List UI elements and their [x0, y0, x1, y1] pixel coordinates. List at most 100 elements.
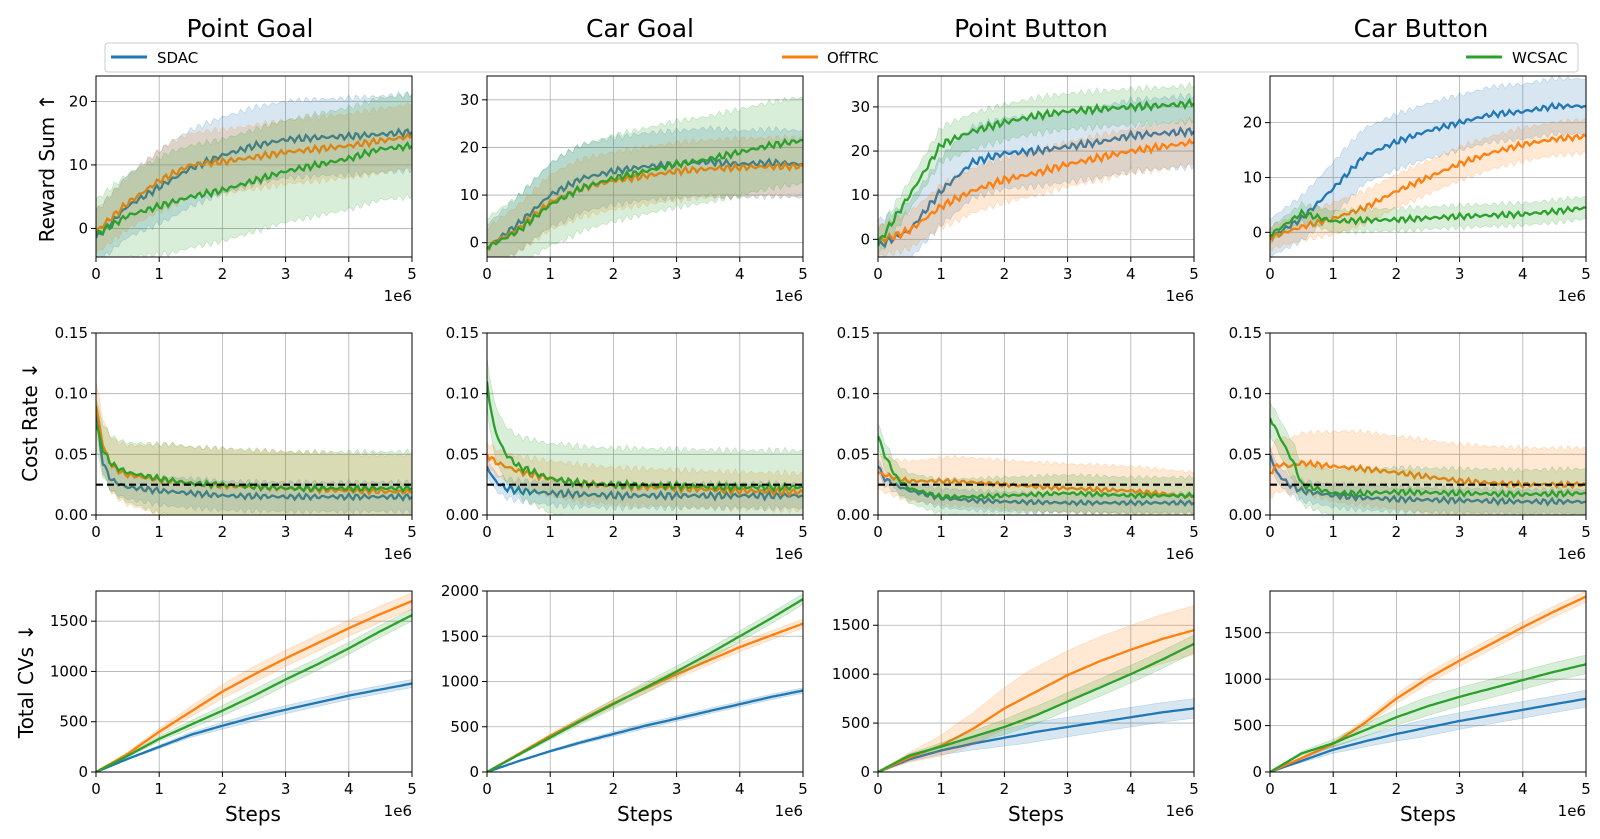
band-offtrc [487, 441, 803, 515]
axes-frame [486, 75, 804, 258]
x-tick-label: 4 [735, 265, 745, 283]
line-offtrc [487, 453, 803, 498]
y-tick-label: 1500 [1224, 624, 1262, 642]
y-tick-label: 500 [841, 714, 870, 732]
x-tick-label: 1 [936, 780, 946, 798]
x-tick-label: 1 [545, 780, 555, 798]
line-sdac [487, 689, 803, 772]
x-axis-label: Steps [1008, 802, 1064, 826]
line-offtrc [1270, 132, 1586, 242]
plot-area [487, 593, 803, 772]
x-tick-label: 1 [545, 523, 555, 541]
x-tick-label: 2 [1000, 780, 1010, 798]
band-sdac [96, 401, 412, 515]
x-tick-label: 5 [407, 780, 417, 798]
y-tick-label: 10 [851, 186, 870, 204]
y-tick-label: 500 [59, 713, 88, 731]
band-offtrc [878, 117, 1194, 257]
line-sdac [878, 707, 1194, 772]
x-tick-label: 0 [873, 265, 883, 283]
band-wcsac [878, 634, 1194, 772]
y-tick-label: 0.15 [446, 324, 479, 342]
x-tick-label: 1 [936, 523, 946, 541]
axes-frame [877, 590, 1195, 773]
x-tick-label: 0 [91, 523, 101, 541]
column-title: Car Goal [586, 14, 694, 43]
axes-frame [95, 590, 413, 773]
y-tick-label: 0 [860, 763, 870, 781]
y-tick-label: 0.10 [446, 385, 479, 403]
x-tick-label: 0 [91, 780, 101, 798]
x-tick-label: 4 [1518, 265, 1528, 283]
plot-area [878, 423, 1194, 515]
line-sdac [1270, 101, 1586, 239]
y-tick-label: 1500 [832, 616, 870, 634]
axes-frame [877, 332, 1195, 516]
line-sdac [878, 465, 1194, 508]
panel-1-2: 0 1 2 3 4 5 1e6 0.00 0.05 0.10 0.15 [837, 324, 1199, 563]
x-tick-label: 5 [1581, 780, 1591, 798]
line-wcsac [878, 97, 1194, 245]
y-tick-label: 0 [469, 234, 479, 252]
y-tick-label: 10 [460, 186, 479, 204]
x-tick-label: 2 [218, 780, 228, 798]
panel-0-3: 0 1 2 3 4 5 1e6 0 10 20 [1243, 75, 1591, 305]
row-ylabel: Total CVs ↓ [14, 624, 38, 739]
column-title: Car Button [1354, 14, 1489, 43]
x-tick-label: 3 [1455, 780, 1465, 798]
x-tick-label: 0 [873, 780, 883, 798]
x-multiplier-label: 1e6 [1166, 545, 1194, 563]
x-multiplier-label: 1e6 [775, 802, 803, 820]
legend-label-wcsac: WCSAC [1512, 49, 1568, 67]
y-tick-label: 0.00 [1229, 506, 1262, 524]
x-tick-label: 5 [1189, 265, 1199, 283]
axes-frame [486, 332, 804, 516]
band-offtrc [487, 618, 803, 772]
x-tick-label: 2 [1392, 523, 1402, 541]
x-axis-label: Steps [1400, 802, 1456, 826]
x-tick-label: 0 [482, 265, 492, 283]
axes-frame [95, 332, 413, 516]
y-tick-label: 0 [860, 230, 870, 248]
x-tick-label: 2 [609, 780, 619, 798]
x-tick-label: 1 [154, 265, 164, 283]
x-tick-label: 4 [1518, 780, 1528, 798]
plot-area [487, 96, 803, 257]
y-tick-label: 0.05 [55, 445, 88, 463]
column-title: Point Goal [187, 14, 314, 43]
x-tick-label: 0 [873, 523, 883, 541]
row-ylabel: Reward Sum ↑ [35, 94, 59, 243]
plot-area [878, 81, 1194, 257]
x-tick-label: 5 [407, 523, 417, 541]
y-tick-label: 20 [1243, 114, 1262, 132]
x-multiplier-label: 1e6 [384, 545, 412, 563]
row-labels: Reward Sum ↑ Cost Rate ↓ Total CVs ↓ [14, 94, 59, 740]
plot-area [878, 605, 1194, 772]
x-multiplier-label: 1e6 [384, 802, 412, 820]
plot-area [1270, 401, 1586, 515]
x-tick-label: 3 [1455, 265, 1465, 283]
x-tick-label: 3 [672, 265, 682, 283]
legend-label-offtrc: OffTRC [827, 49, 878, 67]
legend-label-sdac: SDAC [157, 49, 198, 67]
x-axis-labels: Steps Steps Steps Steps [225, 802, 1456, 826]
x-tick-label: 4 [344, 780, 354, 798]
x-axis-label: Steps [225, 802, 281, 826]
y-tick-label: 0.05 [1229, 445, 1262, 463]
axes-frame [95, 75, 413, 258]
y-tick-label: 2000 [441, 582, 479, 600]
y-tick-label: 10 [1243, 168, 1262, 186]
x-tick-label: 3 [1063, 780, 1073, 798]
line-sdac [96, 682, 412, 772]
row-ylabel: Cost Rate ↓ [18, 362, 42, 482]
band-sdac [1270, 76, 1586, 257]
x-multiplier-label: 1e6 [775, 545, 803, 563]
x-tick-label: 3 [672, 523, 682, 541]
y-tick-label: 1500 [50, 612, 88, 630]
x-multiplier-label: 1e6 [1166, 802, 1194, 820]
x-tick-label: 3 [1063, 523, 1073, 541]
x-tick-label: 5 [798, 265, 808, 283]
plot-area [96, 592, 412, 772]
x-tick-label: 0 [1265, 780, 1275, 798]
